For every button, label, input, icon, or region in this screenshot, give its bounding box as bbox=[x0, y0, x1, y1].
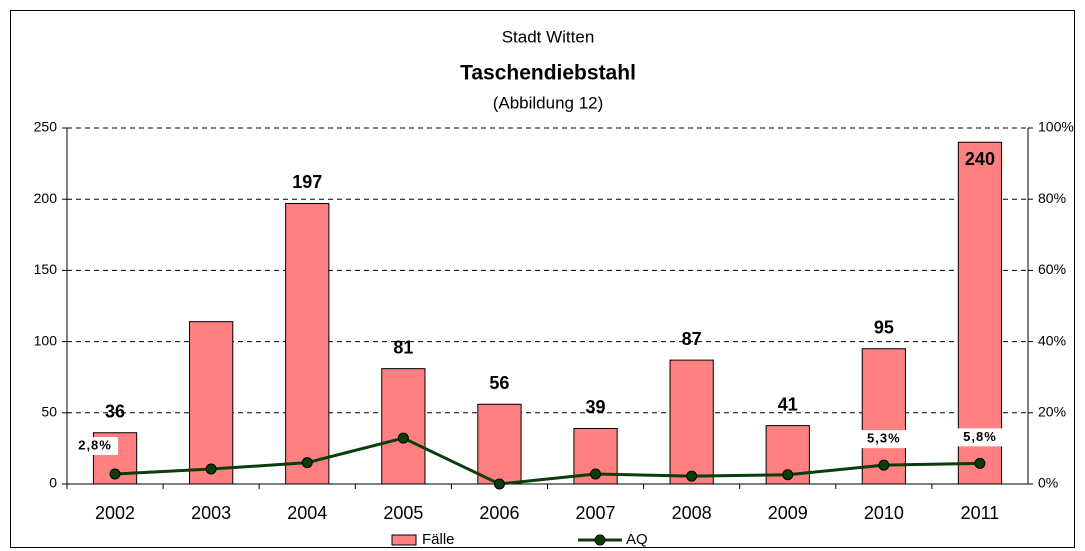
y2-tick-label: 60% bbox=[1038, 261, 1066, 277]
line-marker bbox=[686, 470, 698, 482]
x-tick-label: 2007 bbox=[576, 503, 616, 523]
legend-label: Fälle bbox=[422, 531, 455, 548]
line-marker bbox=[590, 468, 602, 480]
x-tick-label: 2005 bbox=[383, 503, 423, 523]
y-tick-label: 50 bbox=[41, 404, 57, 420]
chart-annotation: (Abbildung 12) bbox=[493, 93, 604, 112]
y2-tick-label: 40% bbox=[1038, 332, 1066, 348]
bar bbox=[669, 359, 714, 485]
x-tick-label: 2006 bbox=[479, 503, 519, 523]
line-value-label: 2,8% bbox=[78, 437, 112, 452]
chart-frame bbox=[10, 10, 1075, 548]
y2-tick-label: 100% bbox=[1038, 119, 1074, 135]
x-tick-label: 2009 bbox=[768, 503, 808, 523]
label-bg bbox=[956, 428, 1003, 447]
y2-tick-label: 80% bbox=[1038, 190, 1066, 206]
y2-tick-label: 0% bbox=[1038, 475, 1058, 491]
line-marker bbox=[397, 432, 409, 444]
line-marker bbox=[109, 468, 121, 480]
bar bbox=[477, 403, 522, 485]
line-marker bbox=[782, 469, 794, 481]
x-tick-label: 2004 bbox=[287, 503, 327, 523]
y-tick-label: 150 bbox=[34, 261, 58, 277]
bar-value-label: 56 bbox=[489, 373, 509, 393]
bar-value-label: 41 bbox=[778, 394, 798, 414]
line-marker bbox=[301, 457, 313, 469]
y-tick-label: 0 bbox=[49, 475, 57, 491]
line-value-label: 5,3% bbox=[867, 431, 901, 446]
legend-label: AQ bbox=[626, 531, 648, 548]
legend-swatch bbox=[391, 534, 417, 546]
bar-value-label: 197 bbox=[292, 172, 322, 192]
bar-value-label: 95 bbox=[874, 317, 894, 337]
line-marker bbox=[878, 459, 890, 471]
x-tick-label: 2011 bbox=[961, 503, 1000, 523]
bar bbox=[189, 321, 234, 485]
chart-title: Taschendiebstahl bbox=[460, 62, 636, 85]
bar bbox=[381, 368, 426, 485]
y-tick-label: 100 bbox=[34, 332, 58, 348]
bar-value-label: 39 bbox=[586, 397, 606, 417]
x-tick-label: 2010 bbox=[864, 503, 904, 523]
legend-marker bbox=[594, 534, 606, 546]
chart-subtitle: Stadt Witten bbox=[502, 27, 595, 46]
bar-value-label: 240 bbox=[965, 149, 995, 169]
x-tick-label: 2003 bbox=[191, 503, 231, 523]
x-tick-label: 2008 bbox=[672, 503, 712, 523]
y2-tick-label: 20% bbox=[1038, 404, 1066, 420]
bar-value-label: 36 bbox=[105, 401, 125, 421]
line-marker bbox=[493, 478, 505, 490]
y-tick-label: 200 bbox=[34, 190, 58, 206]
bar bbox=[285, 202, 330, 485]
label-bg bbox=[860, 430, 907, 449]
bar-value-label: 87 bbox=[682, 329, 702, 349]
label-bg bbox=[72, 437, 119, 456]
line-marker bbox=[205, 463, 217, 475]
bar-value-label: 81 bbox=[393, 337, 413, 357]
x-tick-label: 2002 bbox=[95, 503, 135, 523]
bar bbox=[957, 141, 1003, 485]
line bbox=[114, 436, 980, 486]
line-value-label: 5,8% bbox=[963, 429, 997, 444]
y-tick-label: 250 bbox=[34, 119, 58, 135]
line-marker bbox=[974, 457, 986, 469]
